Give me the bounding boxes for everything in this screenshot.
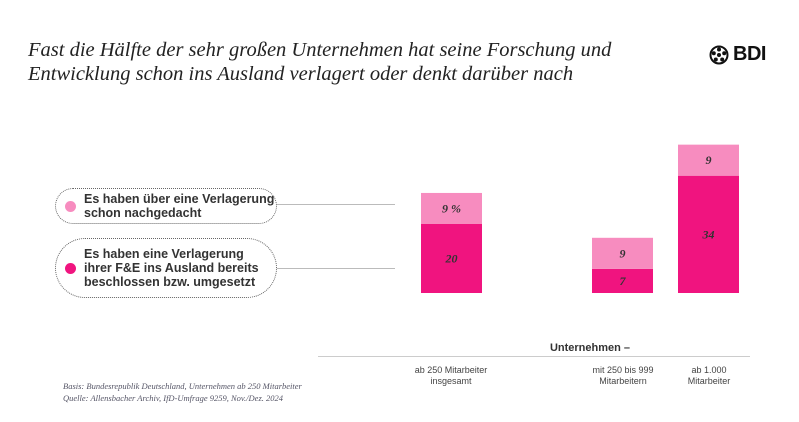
bar-segment (678, 175, 739, 293)
category-label-line: insgesamt (430, 376, 472, 386)
legend-leader-line (275, 204, 395, 205)
category-axis-line (318, 356, 750, 357)
bdi-wheel-icon (709, 45, 729, 64)
legend-label: beschlossen bzw. umgesetzt (84, 275, 256, 289)
footnote-source: Quelle: Allensbacher Archiv, IfD-Umfrage… (63, 393, 284, 403)
category-label-line: ab 1.000 (691, 365, 727, 375)
category-label: ab 1.000 Mitarbeiter (654, 365, 764, 387)
legend-swatch (65, 262, 76, 274)
footnote-basis: Basis: Bundesrepublik Deutschland, Unter… (63, 381, 302, 391)
title-line: Fast die Hälfte der sehr großen Unterneh… (28, 39, 612, 61)
data-label: 9 (620, 246, 626, 260)
data-label: 20 (445, 252, 458, 266)
title-line: Entwicklung schon ins Ausland verlagert … (28, 63, 574, 85)
legend-item-decided: Es haben eine Verlagerung ihrer F&E ins … (55, 238, 277, 298)
legend-swatch (65, 200, 76, 212)
category-label-line: ab 250 Mitarbeiter (414, 365, 488, 375)
bdi-logo: BDI (709, 43, 766, 66)
category-label-line: mit 250 bis 999 (592, 365, 654, 375)
group-label: Unternehmen – (549, 342, 631, 354)
category-label-line: Mitarbeiter (687, 376, 731, 386)
bar-segment (421, 224, 482, 293)
data-label: 9 (706, 153, 712, 167)
bar-segment (678, 144, 739, 176)
bar-segment (421, 192, 482, 224)
footnote: Basis: Bundesrepublik Deutschland, Unter… (63, 380, 302, 404)
chart-title: Fast die Hälfte der sehr großen Unterneh… (28, 38, 611, 86)
category-label: mit 250 bis 999 Mitarbeitern (568, 365, 678, 387)
category-label-line: Mitarbeitern (599, 376, 647, 386)
legend-leader-line (275, 268, 395, 269)
logo-text: BDI (733, 43, 766, 65)
bar-segment (592, 237, 653, 269)
legend-label: Es haben eine Verlagerung (84, 247, 244, 261)
data-label: 34 (702, 227, 715, 241)
bar-segment (592, 268, 653, 293)
legend-item-considered: Es haben über eine Verlagerung schon nac… (55, 188, 277, 224)
legend-label: Es haben über eine Verlagerung (84, 192, 275, 206)
legend-label: schon nachgedacht (84, 206, 202, 220)
category-label: ab 250 Mitarbeiter insgesamt (396, 365, 506, 387)
data-label: 7 (620, 274, 627, 288)
legend-label: ihrer F&E ins Ausland bereits (84, 261, 259, 275)
data-label: 9 % (442, 201, 461, 215)
